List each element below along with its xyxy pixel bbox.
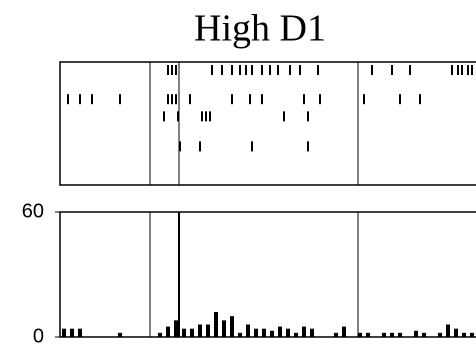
bar <box>454 328 458 337</box>
bar <box>278 326 282 337</box>
bar <box>254 328 258 337</box>
bar <box>414 330 418 337</box>
bar <box>118 332 122 337</box>
bar <box>190 328 194 337</box>
y-tick-label: 60 <box>22 200 44 222</box>
bar <box>366 332 370 337</box>
bar <box>294 332 298 337</box>
panel-frame <box>59 211 476 338</box>
bar <box>462 332 466 337</box>
bar <box>382 332 386 337</box>
bar <box>302 326 306 337</box>
bar <box>158 332 162 337</box>
bar <box>270 330 274 337</box>
bar <box>182 328 186 337</box>
bar <box>238 332 242 337</box>
bar <box>174 320 178 337</box>
chart-title: High D1 <box>194 8 326 50</box>
bar <box>246 324 250 337</box>
bar <box>398 332 402 337</box>
bar <box>286 328 290 337</box>
bar <box>262 328 266 337</box>
bar <box>334 332 338 337</box>
bar <box>214 312 218 337</box>
bar <box>222 320 226 337</box>
bar <box>358 332 362 337</box>
bar <box>78 328 82 337</box>
bar <box>390 332 394 337</box>
bar <box>62 328 66 337</box>
panel-frame <box>59 61 476 186</box>
bar <box>310 328 314 337</box>
bar <box>342 326 346 337</box>
y-tick-label: 0 <box>33 325 44 347</box>
bar <box>230 316 234 337</box>
bar <box>470 332 474 337</box>
bar <box>206 324 210 337</box>
bar <box>70 328 74 337</box>
bar <box>422 332 426 337</box>
bar <box>438 332 442 337</box>
bar <box>198 324 202 337</box>
bar <box>166 326 170 337</box>
bar <box>446 324 450 337</box>
